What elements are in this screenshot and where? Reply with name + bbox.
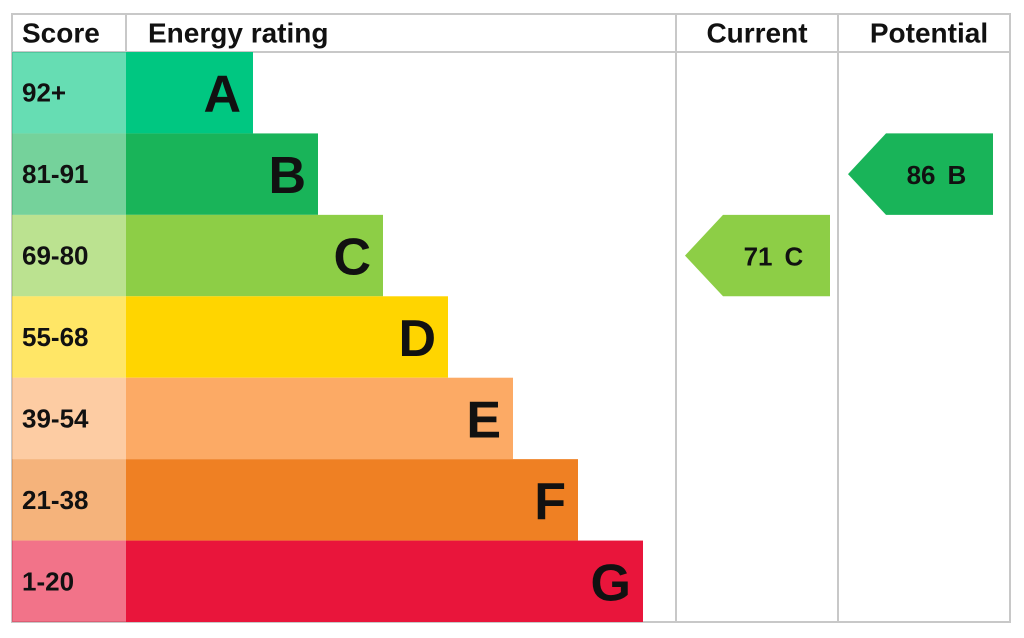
score-range: 81-91 [22,159,89,189]
potential-rating: B [948,160,967,190]
score-cell [12,133,126,215]
score-range: 21-38 [22,485,89,515]
rating-bar [126,296,448,378]
score-cell [12,52,126,134]
score-cell [12,214,126,297]
rating-bar [126,459,578,541]
potential-arrow [848,133,993,215]
header-energy-rating: Energy rating [148,18,328,49]
score-cell [12,540,126,622]
rating-letter: F [534,473,566,531]
rating-bar [126,133,318,215]
score-cell [12,459,126,541]
score-range: 92+ [22,78,66,108]
score-range: 1-20 [22,566,74,596]
score-range: 39-54 [22,403,89,433]
rating-bar [126,540,643,622]
rating-bar [126,377,513,460]
header-potential: Potential [870,18,988,49]
score-cell [12,296,126,378]
rating-letter: D [398,310,436,368]
rating-bar [126,52,253,134]
potential-score: 86 [907,160,936,190]
rating-letter: C [333,229,371,287]
current-score: 71 [744,242,773,272]
rating-bar [126,214,383,297]
rating-letter: B [268,147,306,205]
header-score: Score [22,18,100,49]
header-current: Current [706,18,807,49]
current-arrow [685,214,830,297]
rating-letter: A [203,66,241,124]
score-range: 69-80 [22,241,89,271]
current-rating: C [785,242,804,272]
score-cell [12,377,126,460]
score-range: 55-68 [22,322,89,352]
rating-letter: E [466,391,501,449]
rating-letter: G [591,554,631,612]
